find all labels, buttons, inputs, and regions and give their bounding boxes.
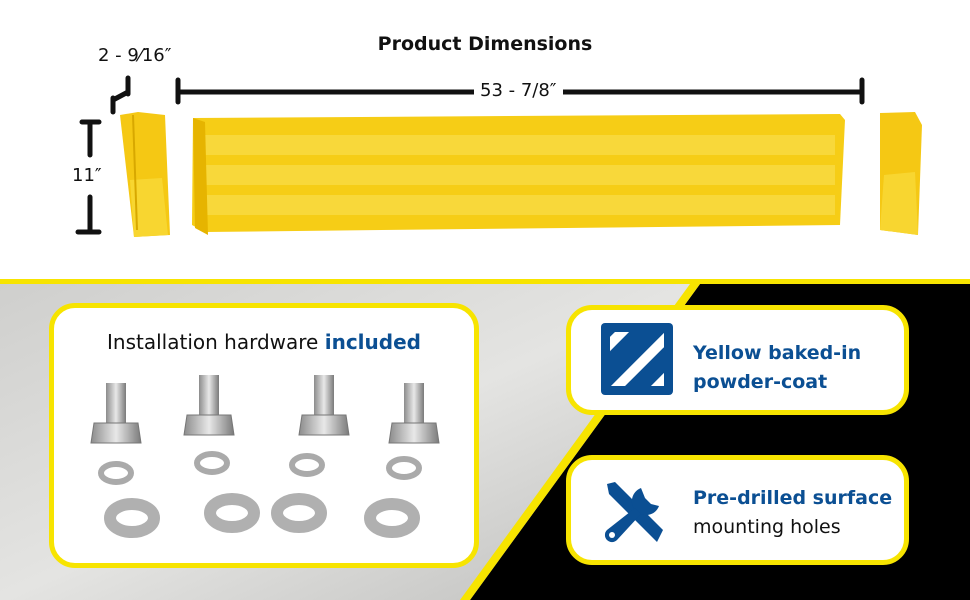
hardware-illustration (90, 375, 440, 538)
feature-text: Pre-drilled surface mounting holes (693, 487, 893, 538)
product-dimensions-panel: Product Dimensions 53 - 7/8″ 2 - 9⁄16″ 1… (0, 0, 970, 280)
guard-rail (192, 114, 845, 235)
depth-dimension: 2 - 9⁄16″ (98, 45, 172, 66)
tools-icon (604, 482, 663, 543)
striped-square-icon (601, 323, 673, 395)
length-dimension: 53 - 7/8″ (474, 80, 563, 101)
dimensions-title: Product Dimensions (377, 33, 593, 55)
divider-line (0, 279, 970, 284)
bolts (90, 375, 440, 444)
hardware-card: Installation hardware included (49, 303, 479, 568)
feature-card-powder-coat: Yellow baked-in powder-coat (566, 305, 909, 415)
lock-washers (98, 451, 422, 485)
features-panel: Installation hardware included Yellow (0, 284, 970, 600)
feature-card-mounting-holes: Pre-drilled surface mounting holes (566, 455, 909, 565)
left-bracket (120, 112, 170, 237)
right-bracket (880, 112, 922, 235)
height-dimension: 11″ (72, 165, 102, 186)
hardware-title: Installation hardware included (107, 330, 421, 354)
flat-washers (104, 493, 420, 538)
feature-text: Yellow baked-in powder-coat (693, 342, 862, 393)
product-illustration (75, 75, 922, 237)
